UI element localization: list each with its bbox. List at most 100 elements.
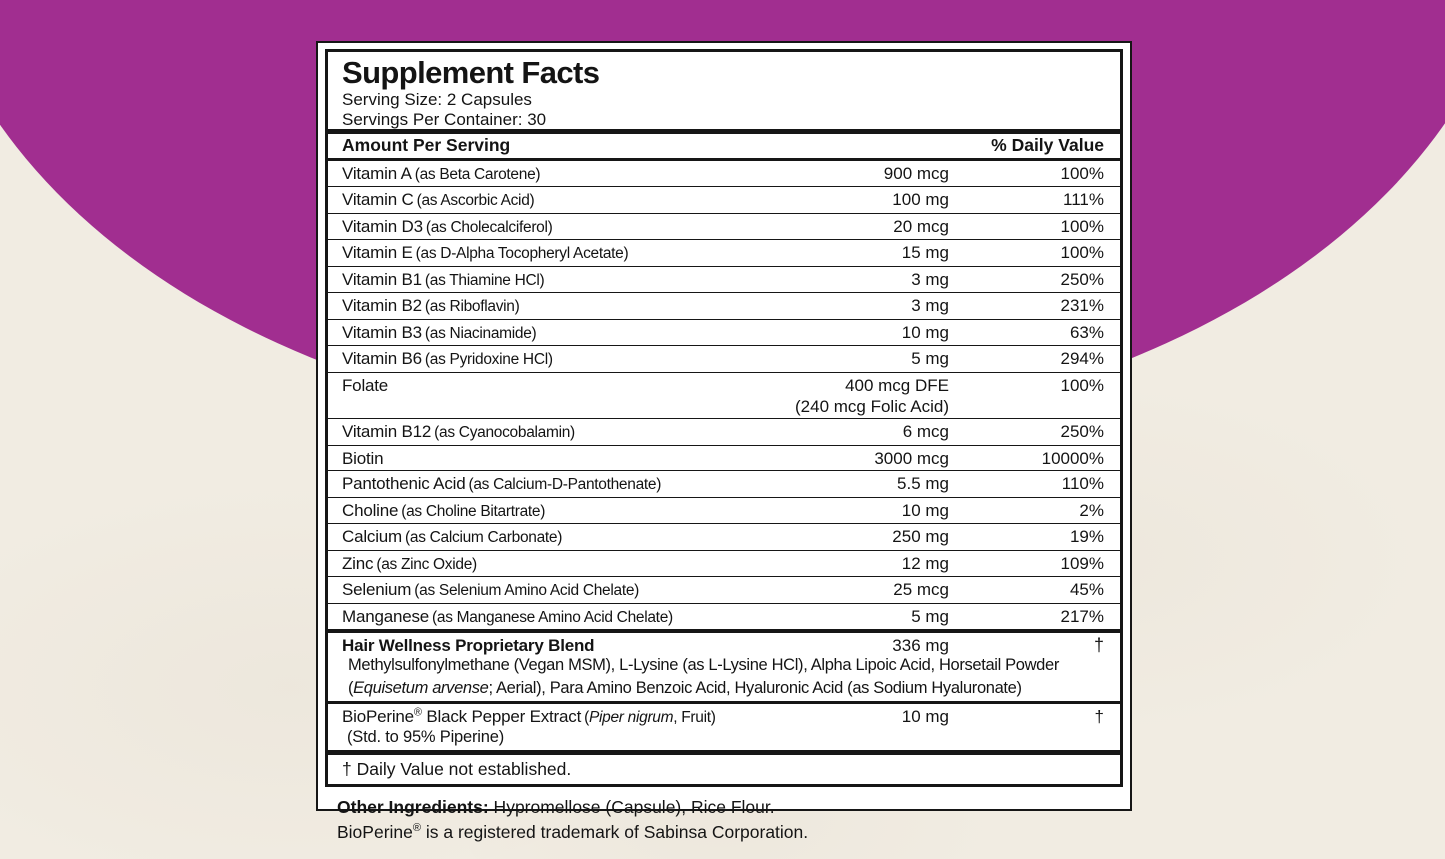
supplement-facts-panel: Supplement Facts Serving Size: 2 Capsule… (316, 41, 1132, 842)
bioperine-amount: 10 mg (901, 706, 949, 726)
registered-trademark-symbol: ® (412, 821, 421, 834)
nutrient-amount: 100 mg (892, 190, 949, 209)
nutrient-amount: 400 mcg DFE (845, 375, 949, 395)
separator-thick (328, 629, 1120, 633)
nutrient-row-vitamin-d3: Vitamin D3 (as Cholecalciferol) 20 mcg 10… (328, 214, 1120, 240)
nutrient-row-biotin: Biotin 3000 mcg 10000% (328, 446, 1120, 471)
nutrient-daily-value: 100% (1060, 163, 1104, 183)
serving-size: Serving Size: 2 Capsules (342, 90, 532, 109)
nutrient-name: Vitamin B1 (342, 269, 422, 289)
nutrient-row-calcium: Calcium (as Calcium Carbonate) 250 mg 19% (328, 524, 1120, 551)
nutrient-name: Choline (342, 500, 399, 520)
nutrient-amount: 20 mcg (893, 216, 949, 236)
nutrient-amount: 5 mg (911, 606, 949, 626)
nutrient-name: Vitamin A (342, 163, 412, 183)
nutrient-name: Selenium (342, 580, 412, 599)
facts-title: Supplement Facts (342, 55, 600, 90)
supplement-facts-table: Supplement Facts Serving Size: 2 Capsule… (325, 49, 1123, 787)
nutrient-amount: 3000 mcg (874, 448, 949, 468)
trademark-text: is a registered trademark of Sabinsa Cor… (421, 821, 809, 842)
nutrient-qualifier: (as Manganese Amino Acid Chelate) (432, 608, 673, 626)
nutrient-name: Calcium (342, 527, 403, 546)
nutrient-qualifier: (as Riboflavin) (424, 298, 520, 315)
other-ingredients-line: Other Ingredients: Hypromellose (Capsule… (337, 795, 1107, 820)
bioperine-standardization: (Std. to 95% Piperine) (347, 727, 505, 746)
trademark-brand: BioPerine (337, 821, 413, 842)
nutrient-amount: 15 mg (901, 243, 949, 262)
separator-thick (328, 749, 1120, 755)
nutrient-name: Manganese (342, 606, 430, 626)
nutrient-daily-value: 2% (1079, 500, 1104, 520)
nutrient-row-folate: Folate 400 mcg DFE (240 mcg Folic Acid) … (328, 373, 1120, 419)
nutrient-row-selenium: Selenium (as Selenium Amino Acid Chelate)… (328, 577, 1120, 604)
separator-thick (328, 129, 1120, 134)
nutrient-daily-value: 10000% (1041, 448, 1104, 468)
nutrient-daily-value: 45% (1069, 580, 1104, 599)
registered-trademark-symbol: ® (413, 705, 422, 718)
nutrient-row-manganese: Manganese (as Manganese Amino Acid Chelat… (328, 604, 1120, 630)
blend-daily-value-dagger: † (1093, 635, 1104, 655)
nutrient-amount: 10 mg (901, 500, 949, 520)
nutrient-qualifier: (as Selenium Amino Acid Chelate) (414, 582, 640, 599)
nutrient-name: Vitamin D3 (342, 216, 423, 236)
nutrient-qualifier: (as Beta Carotene) (414, 165, 541, 183)
nutrient-row-vitamin-e: Vitamin E (as D-Alpha Tocopheryl Acetate)… (328, 240, 1120, 267)
nutrient-daily-value: 100% (1060, 375, 1104, 395)
nutrient-daily-value: 109% (1060, 553, 1104, 573)
other-ingredients-block: Other Ingredients: Hypromellose (Capsule… (325, 787, 1123, 845)
nutrient-daily-value: 250% (1060, 269, 1104, 289)
nutrient-daily-value: 100% (1060, 243, 1104, 262)
other-ingredients-text: Hypromellose (Capsule), Rice Flour. (488, 796, 775, 817)
nutrient-qualifier: (as Pyridoxine HCl) (424, 351, 553, 368)
nutrient-daily-value: 63% (1069, 322, 1104, 342)
nutrient-amount: 6 mcg (902, 422, 949, 441)
nutrient-name: Vitamin B6 (342, 349, 422, 368)
nutrient-daily-value: 110% (1061, 474, 1104, 493)
bioperine-row: BioPerine® Black Pepper Extract (Piper ni… (342, 705, 1104, 746)
nutrient-daily-value: 217% (1060, 606, 1104, 626)
botanical-name: Piper nigrum (588, 708, 674, 726)
nutrient-qualifier: (as Calcium-D-Pantothenate) (468, 476, 662, 493)
nutrient-row-vitamin-b3: Vitamin B3 (as Niacinamide) 10 mg 63% (328, 320, 1120, 346)
column-header-row: Amount Per Serving % Daily Value (328, 134, 1120, 158)
nutrient-daily-value: 19% (1069, 527, 1104, 546)
nutrient-row-vitamin-b6: Vitamin B6 (as Pyridoxine HCl) 5 mg 294% (328, 346, 1120, 373)
daily-value-header: % Daily Value (991, 135, 1104, 155)
nutrient-row-vitamin-c: Vitamin C (as Ascorbic Acid) 100 mg 111% (328, 187, 1120, 214)
nutrient-amount: 250 mg (892, 527, 949, 546)
separator-medium (328, 158, 1120, 161)
nutrient-name: Pantothenic Acid (342, 474, 466, 493)
nutrient-row-vitamin-b1: Vitamin B1 (as Thiamine HCl) 3 mg 250% (328, 267, 1120, 293)
nutrient-row-vitamin-b12: Vitamin B12 (as Cyanocobalamin) 6 mcg 250… (328, 419, 1120, 446)
nutrient-daily-value: 294% (1060, 349, 1104, 368)
nutrient-qualifier: (as Ascorbic Acid) (416, 192, 535, 209)
nutrient-row-choline: Choline (as Choline Bitartrate) 10 mg 2% (328, 498, 1120, 524)
nutrient-name: Vitamin B3 (342, 322, 422, 342)
blend-ingredients-line-2: (Equisetum arvense; Aerial), Para Amino … (348, 678, 1022, 697)
nutrient-qualifier: (as Cyanocobalamin) (434, 424, 575, 441)
botanical-name: Equisetum arvense (353, 678, 489, 697)
nutrient-row-vitamin-b2: Vitamin B2 (as Riboflavin) 3 mg 231% (328, 293, 1120, 320)
bioperine-brand: BioPerine (342, 706, 414, 726)
amount-per-serving-header: Amount Per Serving (342, 135, 511, 155)
nutrient-daily-value: 100% (1060, 216, 1104, 236)
nutrient-daily-value: 250% (1060, 422, 1104, 441)
nutrient-amount: 5 mg (911, 349, 949, 368)
nutrient-name: Vitamin B2 (342, 296, 422, 315)
nutrient-daily-value: 111% (1063, 190, 1104, 209)
nutrient-name: Biotin (342, 448, 384, 468)
separator-medium (328, 701, 1120, 704)
nutrient-name: Vitamin C (342, 190, 414, 209)
servings-per-container: Servings Per Container: 30 (342, 109, 547, 129)
bioperine-name-rest: Black Pepper Extract (421, 706, 582, 726)
nutrient-amount: 900 mcg (883, 163, 949, 183)
nutrient-name: Folate (342, 375, 389, 395)
other-ingredients-label: Other Ingredients: (337, 796, 489, 817)
nutrient-daily-value: 231% (1060, 296, 1104, 315)
nutrient-qualifier: (as Thiamine HCl) (424, 271, 545, 289)
blend-name: Hair Wellness Proprietary Blend (342, 636, 595, 655)
nutrient-amount: 3 mg (911, 269, 949, 289)
nutrient-row-pantothenic-acid: Pantothenic Acid (as Calcium-D-Pantothena… (328, 471, 1120, 498)
nutrient-name: Vitamin B12 (342, 422, 432, 441)
